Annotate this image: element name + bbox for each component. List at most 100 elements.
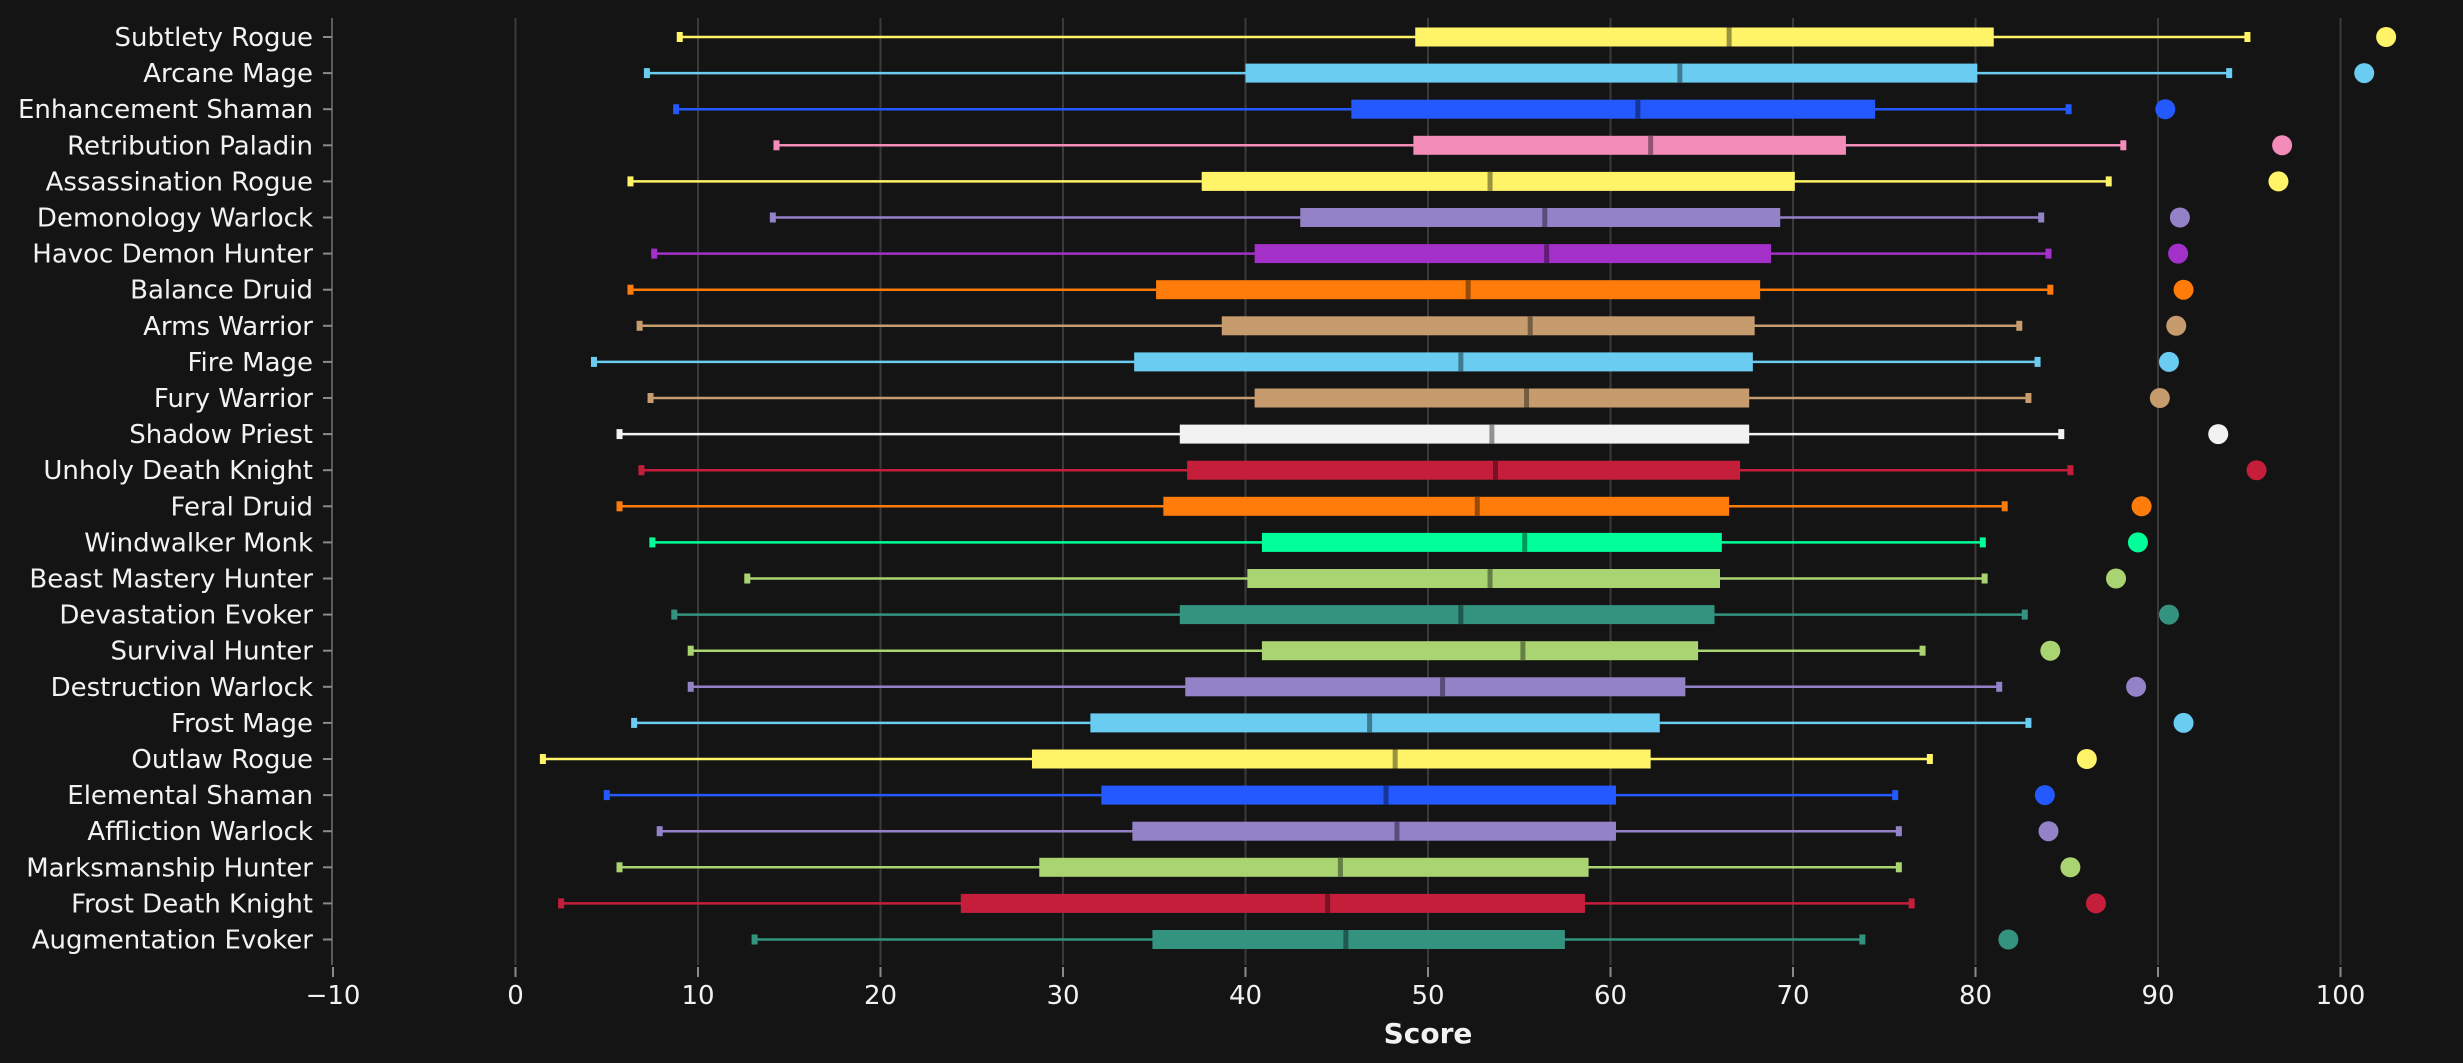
outlier-point (2040, 640, 2061, 661)
whisker-cap-min (638, 465, 645, 476)
category-label: Retribution Paladin (67, 131, 313, 161)
whisker-cap-max (1859, 934, 1866, 945)
median-line (1440, 677, 1446, 697)
outlier-point (2168, 243, 2189, 264)
box-series (671, 604, 2179, 625)
iqr-box (1254, 244, 1772, 264)
whisker-cap-min (687, 645, 694, 656)
outlier-point (2155, 99, 2176, 120)
median-line (1465, 280, 1471, 300)
outlier-point (2268, 171, 2289, 192)
outlier-point (2131, 496, 2152, 517)
category-label: Havoc Demon Hunter (32, 240, 313, 270)
outlier-point (2376, 27, 2397, 47)
whisker-cap-max (2034, 356, 2041, 367)
median-line (1392, 749, 1398, 769)
box-series (751, 929, 2019, 950)
whisker-cap-max (1895, 862, 1902, 873)
whisker-cap-max (2045, 248, 2052, 259)
whisker-cap-min (616, 501, 623, 512)
box-series (651, 243, 2189, 264)
category-label: Shadow Priest (129, 420, 313, 450)
category-label: Arcane Mage (143, 59, 313, 89)
whisker-cap-max (2025, 717, 2032, 728)
whisker-cap-max (2105, 176, 2112, 187)
iqr-box (1134, 352, 1753, 372)
outlier-point (2060, 857, 2081, 878)
box-series (649, 532, 2148, 553)
whisker-cap-max (1892, 790, 1899, 801)
whisker-cap-max (2120, 140, 2127, 151)
whisker-cap-min (636, 320, 643, 331)
whisker-cap-max (1895, 826, 1902, 837)
category-label: Arms Warrior (143, 312, 313, 342)
iqr-box (1187, 460, 1741, 480)
outlier-point (2158, 351, 2179, 372)
outlier-point (2158, 604, 2179, 625)
outlier-point (2034, 785, 2055, 806)
category-label: Augmentation Evoker (32, 926, 314, 956)
iqr-box (1039, 857, 1589, 877)
whisker-cap-min (687, 681, 694, 692)
whisker-cap-min (649, 537, 656, 548)
median-line (1458, 352, 1464, 372)
iqr-box (1156, 280, 1761, 300)
median-line (1493, 460, 1499, 480)
category-label: Elemental Shaman (67, 781, 313, 811)
category-label: Subtlety Rogue (114, 23, 313, 53)
box-series (603, 785, 2055, 806)
outlier-point (2354, 63, 2375, 84)
series-layer (539, 27, 2397, 950)
x-axis-title: Score (1384, 1017, 1473, 1050)
x-tick-label: 0 (507, 981, 524, 1011)
category-label: Windwalker Monk (84, 528, 313, 558)
whisker-cap-max (2001, 501, 2008, 512)
iqr-box (1413, 135, 1846, 155)
median-line (1677, 63, 1683, 83)
category-label: Feral Druid (170, 492, 313, 522)
whisker-cap-min (751, 934, 758, 945)
whisker-cap-max (2067, 465, 2074, 476)
category-label: Survival Hunter (111, 637, 314, 667)
category-label: Marksmanship Hunter (26, 853, 313, 883)
x-tick-label: 50 (1411, 981, 1444, 1011)
x-tick-label: 70 (1776, 981, 1809, 1011)
whisker-cap-min (647, 393, 654, 403)
median-line (1337, 857, 1343, 877)
box-series (539, 749, 2097, 769)
category-label: Frost Mage (171, 709, 313, 739)
whisker-cap-min (616, 862, 623, 873)
box-series (616, 424, 2229, 445)
x-tick-label: −10 (306, 981, 361, 1011)
box-series (773, 135, 2293, 156)
x-tick-label: 20 (864, 981, 897, 1011)
x-tick-label: 100 (2316, 981, 2366, 1011)
whisker-cap-min (539, 754, 546, 764)
category-label: Balance Druid (130, 276, 313, 306)
median-line (1544, 244, 1550, 264)
iqr-box (1201, 171, 1795, 191)
outlier-point (2173, 712, 2194, 733)
outlier-point (2208, 424, 2229, 445)
median-line (1542, 208, 1548, 227)
outlier-point (2106, 568, 2127, 589)
outlier-point (2038, 821, 2059, 842)
outlier-point (2246, 460, 2267, 481)
median-line (1394, 821, 1400, 841)
whisker-cap-min (651, 248, 658, 259)
whisker-cap-min (627, 176, 634, 187)
box-series (687, 640, 2061, 661)
whisker-cap-min (656, 826, 663, 837)
iqr-box (1415, 27, 1994, 47)
box-series (627, 279, 2194, 300)
iqr-box (1179, 605, 1715, 625)
whisker-cap-max (1981, 573, 1988, 584)
whisker-cap-min (590, 356, 597, 367)
iqr-box (1152, 930, 1565, 949)
category-label: Affliction Warlock (87, 817, 313, 847)
category-label: Fury Warrior (154, 384, 313, 414)
box-series (616, 496, 2152, 517)
box-series (616, 857, 2081, 878)
whisker-cap-max (2038, 212, 2045, 223)
